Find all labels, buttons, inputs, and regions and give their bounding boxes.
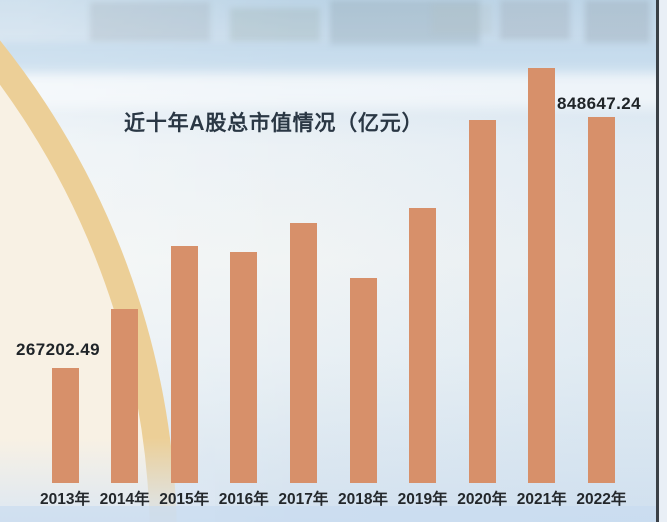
x-axis-label-2022年: 2022年	[576, 491, 627, 508]
chart-title: 近十年A股总市值情况（亿元）	[124, 112, 424, 135]
bar-2020年	[468, 119, 496, 483]
bar-2021年	[528, 68, 556, 483]
building-silhouette	[500, 0, 570, 40]
building-silhouette	[432, 4, 492, 34]
haze-band	[0, 72, 667, 108]
bar-2022年	[587, 117, 615, 483]
water-band	[0, 42, 667, 76]
x-axis-label-2015年: 2015年	[159, 491, 210, 508]
building-silhouette	[585, 0, 650, 44]
bottom-water-strip	[0, 506, 667, 522]
bar-2017年	[289, 223, 317, 483]
bar-2013年	[51, 367, 79, 483]
bar-2016年	[230, 252, 258, 483]
right-border-line	[656, 0, 659, 522]
x-axis-label-2017年: 2017年	[278, 491, 329, 508]
x-axis-label-2013年: 2013年	[40, 491, 90, 508]
building-silhouette	[330, 0, 480, 46]
x-axis-label-2021年: 2021年	[516, 491, 567, 508]
x-axis-label-2018年: 2018年	[338, 491, 388, 508]
building-silhouette	[230, 8, 320, 42]
bar-2014年	[111, 309, 139, 483]
data-label-2022: 848647.24	[557, 94, 641, 113]
right-edge-strip	[659, 0, 667, 522]
building-silhouette	[90, 2, 210, 42]
bar-2019年	[409, 208, 437, 483]
x-axis-label-2019年: 2019年	[397, 491, 448, 508]
data-label-2013: 267202.49	[16, 340, 100, 359]
bar-2015年	[170, 246, 198, 483]
x-axis-label-2014年: 2014年	[99, 491, 150, 508]
x-axis-label-2016年: 2016年	[218, 491, 269, 508]
bar-2018年	[349, 278, 377, 483]
x-axis-label-2020年: 2020年	[457, 491, 508, 508]
